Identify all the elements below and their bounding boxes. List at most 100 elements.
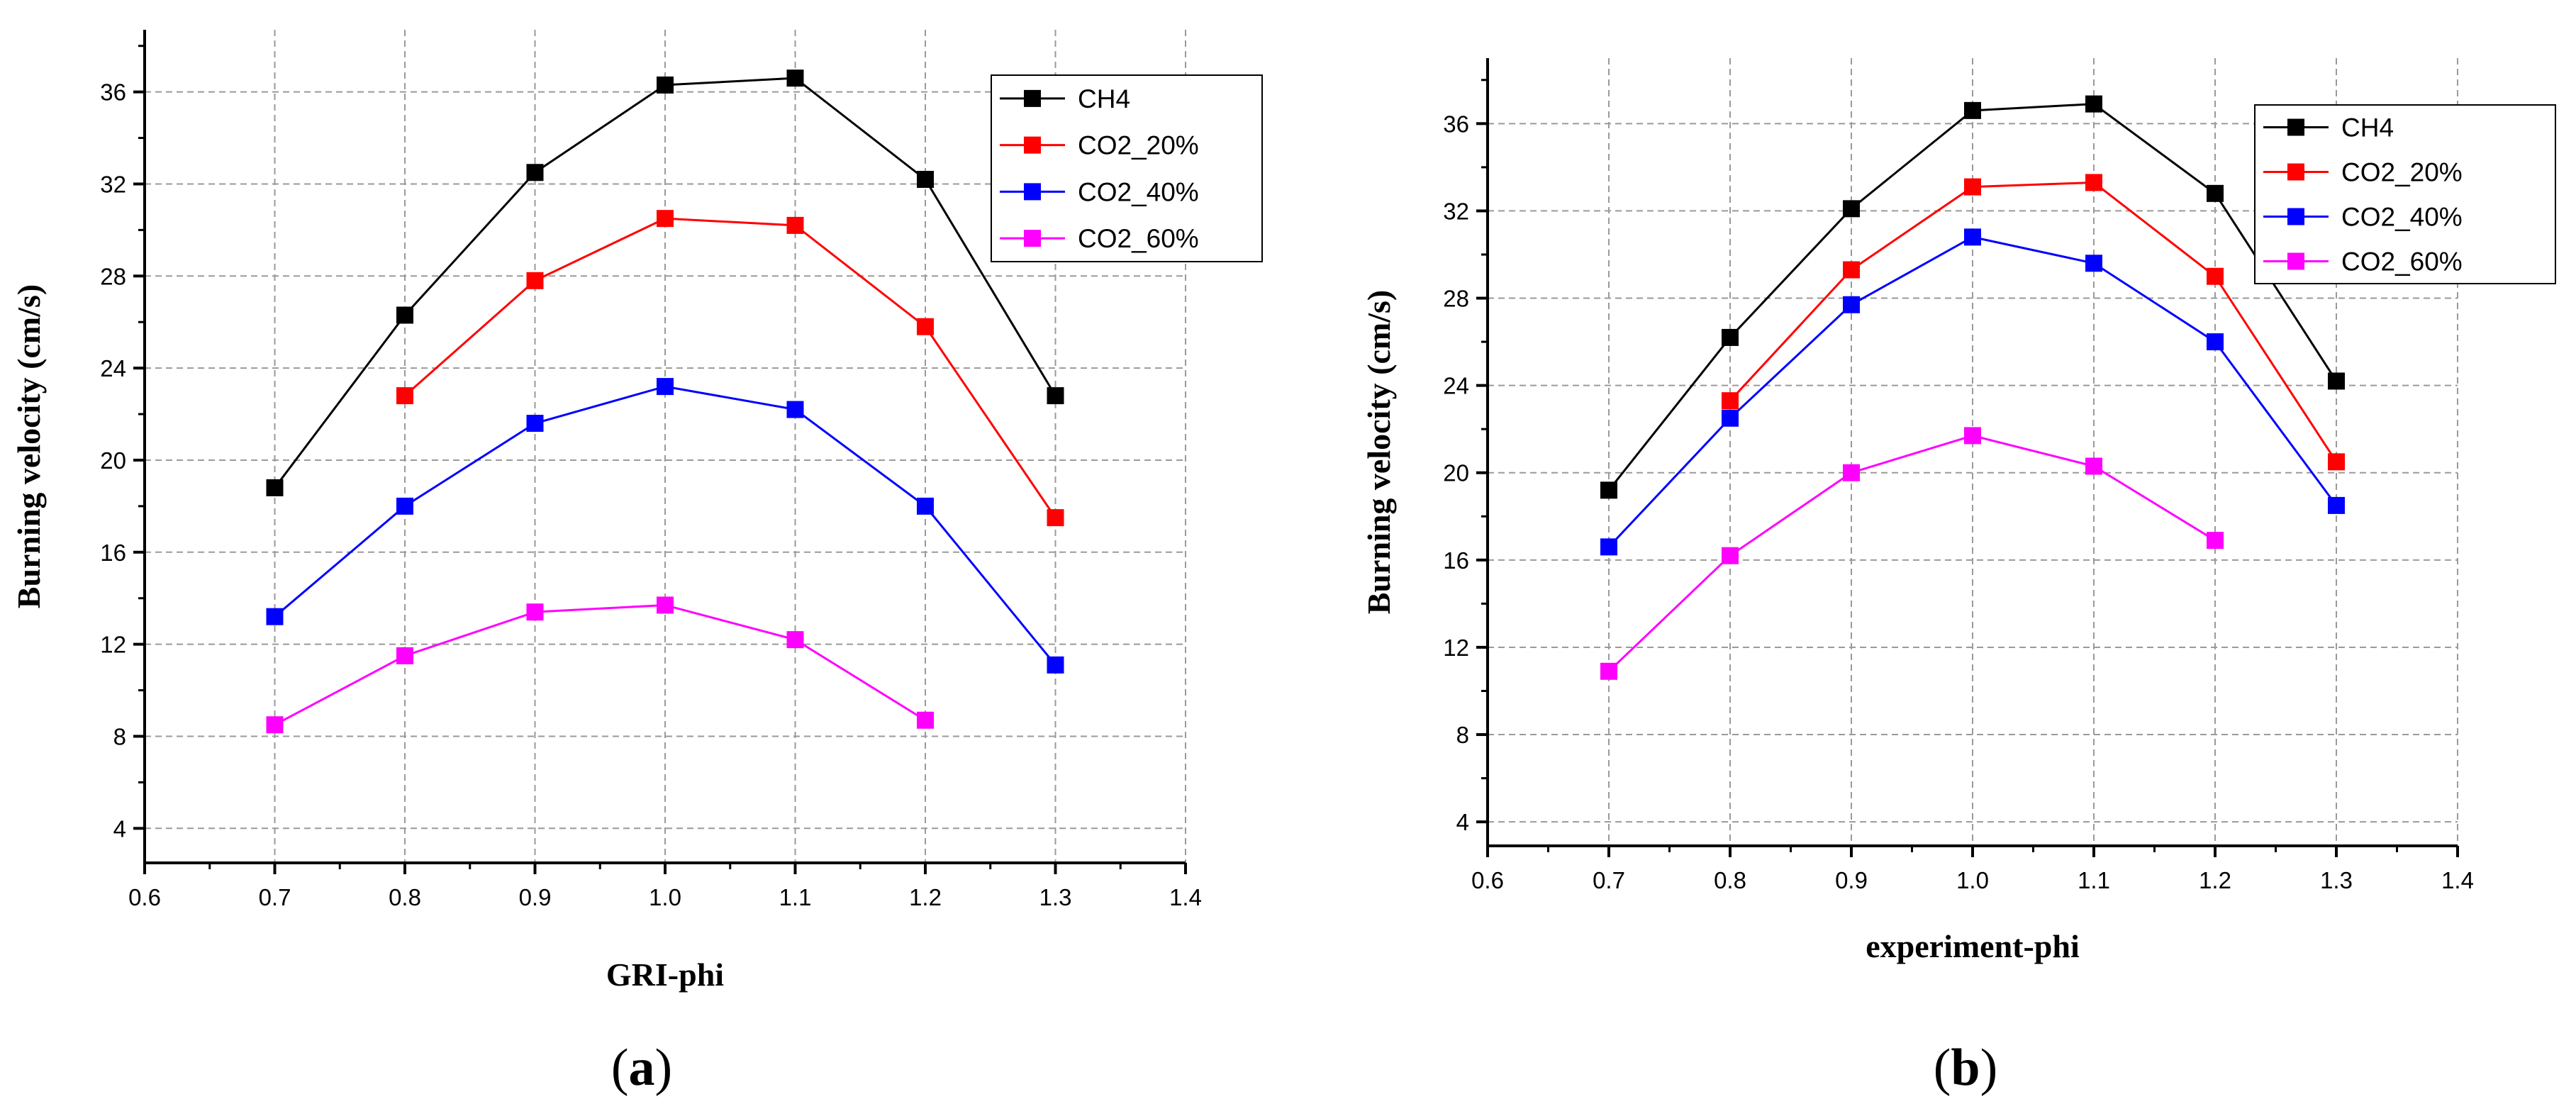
data-point [2207,333,2224,351]
data-point [1964,228,1981,246]
data-point [1722,392,1739,410]
y-tick-label: 36 [1443,111,1469,137]
legend-entry: CO2_40% [2263,203,2463,232]
x-axis-title: GRI-phi [606,956,724,993]
legend-label: CH4 [2341,113,2394,143]
legend-box [2254,104,2556,284]
data-point [526,603,544,621]
y-tick-label: 4 [1456,809,1469,835]
data-point [917,170,934,188]
y-tick-label: 20 [1443,460,1469,486]
panel-caption: (b) [1934,1039,1997,1097]
panel-caption: (a) [611,1039,672,1097]
data-point [1843,296,1860,313]
data-point [786,631,804,649]
data-point [526,164,544,182]
legend-swatch-marker [1024,230,1041,247]
data-point [1047,509,1064,527]
data-point [2328,496,2345,514]
data-point [1600,662,1617,680]
data-point [917,711,934,729]
data-point [266,716,284,734]
x-tick-label: 0.6 [1471,867,1504,893]
y-axis-title: Burning velocity (cm/s) [11,284,47,608]
data-point [396,497,413,515]
x-tick-label: 0.9 [519,884,552,910]
data-point [657,210,674,228]
data-point [786,69,804,87]
data-point [1600,481,1617,499]
legend-entry: CO2_60% [2263,247,2463,277]
y-tick-label: 8 [113,723,126,749]
legend: CH4 CO2_20% CO2_40% CO2_60% [991,74,1263,262]
data-point [2207,267,2224,285]
y-tick-label: 8 [1456,722,1469,748]
data-point [1722,328,1739,346]
x-tick-label: 1.0 [1956,867,1989,893]
data-point [2085,255,2102,272]
x-tick-label: 0.7 [259,884,291,910]
y-tick-label: 28 [1443,286,1469,312]
data-point [2328,372,2345,390]
x-axis-title: experiment-phi [1866,928,2080,964]
legend-swatch-marker [2287,252,2304,270]
data-point [1600,538,1617,556]
series-line-co2-60- [1607,434,2216,672]
data-point [2085,95,2102,113]
legend-label: CO2_60% [2341,247,2463,277]
series-line-co2-60- [274,603,926,726]
series-line-co2-20- [404,217,1056,518]
data-point [786,216,804,234]
legend-label: CO2_40% [2341,203,2463,232]
x-tick-label: 0.7 [1593,867,1625,893]
x-tick-label: 1.4 [1169,884,1202,910]
data-point [2085,457,2102,475]
data-point [917,318,934,335]
x-tick-label: 0.6 [128,884,161,910]
legend-swatch-marker [2287,118,2304,136]
y-tick-label: 32 [1443,198,1469,224]
legend-entry: CH4 [2263,113,2394,143]
legend-entry: CO2_20% [2263,158,2463,187]
legend-label: CH4 [1078,84,1130,113]
panel-caption-letter: a [629,1039,655,1097]
data-point [1964,101,1981,119]
x-tick-label: 1.0 [649,884,681,910]
x-tick-label: 0.9 [1835,867,1868,893]
y-tick-label: 16 [1443,547,1469,574]
legend-label: CO2_40% [1078,177,1199,206]
legend-swatch-marker [2287,208,2304,225]
data-point [657,76,674,94]
x-tick-label: 1.2 [909,884,942,910]
data-point [657,378,674,396]
data-point [2085,174,2102,191]
y-tick-label: 20 [100,447,126,474]
y-tick-label: 28 [100,263,126,289]
y-tick-label: 32 [100,171,126,197]
legend-swatch-marker [1024,89,1041,107]
chart-panel-a: 0.6 0.7 0.8 0.9 1.0 1.1 1.2 1.3 1.4 4 8 12 16 20 24 28 3… [11,30,1263,1097]
data-point [2207,184,2224,202]
chart-panel-b: 0.6 0.7 0.8 0.9 1.0 1.1 1.2 1.3 1.4 4 8 12 16 20 24 28 3… [1361,58,2556,1097]
data-point [1722,409,1739,427]
y-axis-title: Burning velocity (cm/s) [1361,290,1397,614]
data-point [396,306,413,324]
data-point [1964,427,1981,445]
series-line-co2-20- [1729,181,2338,463]
x-tick-label: 1.1 [779,884,812,910]
x-tick-label: 0.8 [1714,867,1746,893]
data-point [657,596,674,614]
data-point [1843,200,1860,218]
data-point [1047,656,1064,674]
x-tick-label: 1.3 [2320,867,2353,893]
data-point [1843,261,1860,279]
data-point [266,608,284,625]
data-point [526,415,544,433]
legend-label: CO2_20% [2341,158,2463,187]
y-tick-label: 36 [100,79,126,106]
legend-entry: CO2_40% [1000,177,1199,206]
y-tick-label: 24 [1443,373,1469,399]
data-point [1964,178,1981,196]
data-point [266,479,284,496]
legend: CH4 CO2_20% CO2_40% CO2_60% [2254,104,2556,284]
